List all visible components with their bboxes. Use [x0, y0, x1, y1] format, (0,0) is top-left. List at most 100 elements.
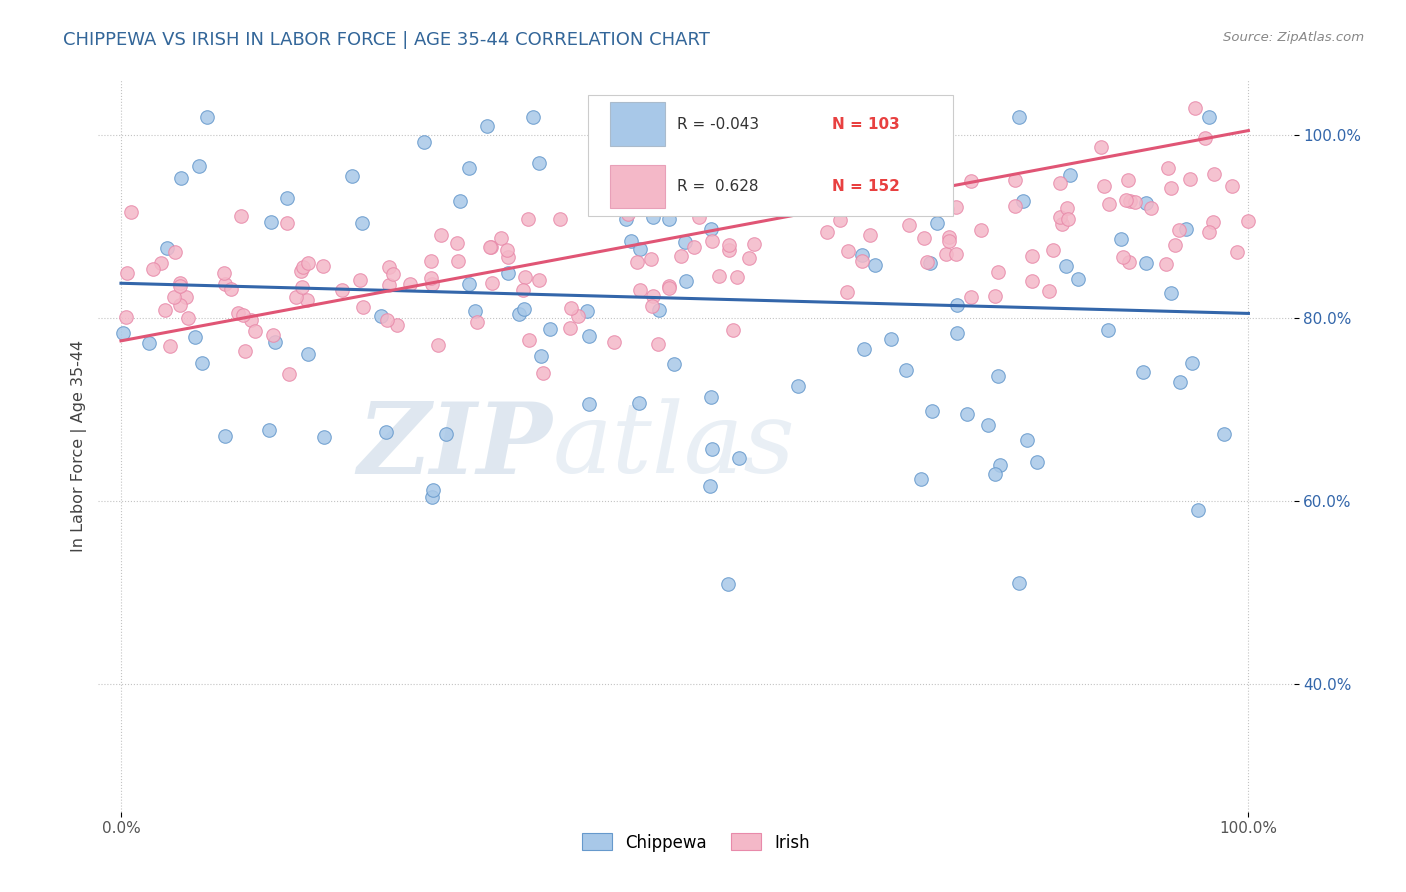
- Point: [1119, 194, 1142, 208]
- Point: [825, 145, 848, 159]
- Point: [1111, 232, 1133, 246]
- Point: [870, 196, 893, 211]
- Point: [479, 240, 502, 254]
- Point: [419, 270, 441, 285]
- Point: [688, 211, 710, 225]
- Point: [1160, 285, 1182, 300]
- Point: [1097, 323, 1119, 337]
- Point: [988, 458, 1011, 473]
- Point: [876, 199, 898, 213]
- Point: [578, 328, 600, 343]
- Point: [671, 249, 693, 263]
- Point: [276, 216, 298, 230]
- FancyBboxPatch shape: [589, 95, 953, 216]
- Point: [169, 297, 191, 311]
- Point: [1090, 140, 1112, 154]
- Point: [1116, 173, 1139, 187]
- Point: [945, 326, 967, 340]
- Point: [1123, 194, 1146, 209]
- Point: [1021, 274, 1043, 288]
- Text: CHIPPEWA VS IRISH IN LABOR FORCE | AGE 35-44 CORRELATION CHART: CHIPPEWA VS IRISH IN LABOR FORCE | AGE 3…: [63, 31, 710, 49]
- Text: Source: ZipAtlas.com: Source: ZipAtlas.com: [1223, 31, 1364, 45]
- Point: [983, 467, 1005, 482]
- Point: [1004, 173, 1026, 187]
- Point: [530, 349, 553, 363]
- Point: [700, 234, 723, 248]
- Point: [1112, 250, 1135, 264]
- Point: [1226, 244, 1249, 259]
- Point: [617, 206, 640, 220]
- Point: [707, 268, 730, 283]
- Point: [264, 334, 287, 349]
- Point: [959, 290, 981, 304]
- Point: [153, 303, 176, 318]
- Point: [673, 235, 696, 249]
- Point: [567, 310, 589, 324]
- Point: [1017, 433, 1039, 447]
- Point: [1175, 221, 1198, 235]
- Point: [478, 240, 501, 254]
- Point: [987, 265, 1010, 279]
- Point: [458, 161, 481, 175]
- Point: [984, 289, 1007, 303]
- Point: [163, 290, 186, 304]
- Point: [918, 256, 941, 270]
- Point: [1180, 172, 1202, 186]
- Y-axis label: In Labor Force | Age 35-44: In Labor Force | Age 35-44: [72, 340, 87, 552]
- Point: [159, 338, 181, 352]
- Point: [643, 210, 665, 224]
- Point: [936, 202, 959, 216]
- Point: [837, 244, 859, 258]
- Point: [496, 250, 519, 264]
- Point: [446, 236, 468, 251]
- Point: [481, 276, 503, 290]
- Point: [1202, 214, 1225, 228]
- Point: [658, 279, 681, 293]
- Point: [588, 195, 610, 210]
- Point: [262, 328, 284, 343]
- Point: [184, 330, 207, 344]
- Point: [412, 135, 434, 149]
- Point: [815, 225, 838, 239]
- FancyBboxPatch shape: [610, 103, 665, 145]
- Point: [683, 240, 706, 254]
- Point: [679, 151, 702, 165]
- Point: [1004, 199, 1026, 213]
- Point: [851, 248, 873, 262]
- Point: [870, 145, 893, 159]
- Point: [1012, 194, 1035, 208]
- Point: [291, 260, 314, 275]
- Point: [219, 282, 242, 296]
- Point: [297, 347, 319, 361]
- Point: [174, 290, 197, 304]
- Point: [631, 122, 654, 136]
- Point: [349, 273, 371, 287]
- Point: [938, 230, 960, 244]
- Point: [340, 169, 363, 183]
- Point: [755, 169, 778, 183]
- Point: [1057, 212, 1080, 227]
- Point: [797, 190, 820, 204]
- Point: [314, 430, 336, 444]
- Point: [191, 356, 214, 370]
- Point: [1042, 244, 1064, 258]
- Point: [560, 320, 582, 334]
- Point: [517, 333, 540, 347]
- Point: [578, 397, 600, 411]
- Point: [169, 276, 191, 290]
- Point: [375, 312, 398, 326]
- Point: [960, 174, 983, 188]
- Point: [527, 273, 550, 287]
- Point: [987, 369, 1010, 384]
- Point: [728, 450, 751, 465]
- Point: [496, 243, 519, 257]
- Point: [195, 110, 218, 124]
- Point: [640, 252, 662, 266]
- Point: [1187, 503, 1209, 517]
- Point: [1118, 254, 1140, 268]
- Point: [851, 253, 873, 268]
- Point: [243, 324, 266, 338]
- Point: [1135, 196, 1157, 211]
- Point: [1092, 179, 1115, 194]
- Point: [938, 234, 960, 248]
